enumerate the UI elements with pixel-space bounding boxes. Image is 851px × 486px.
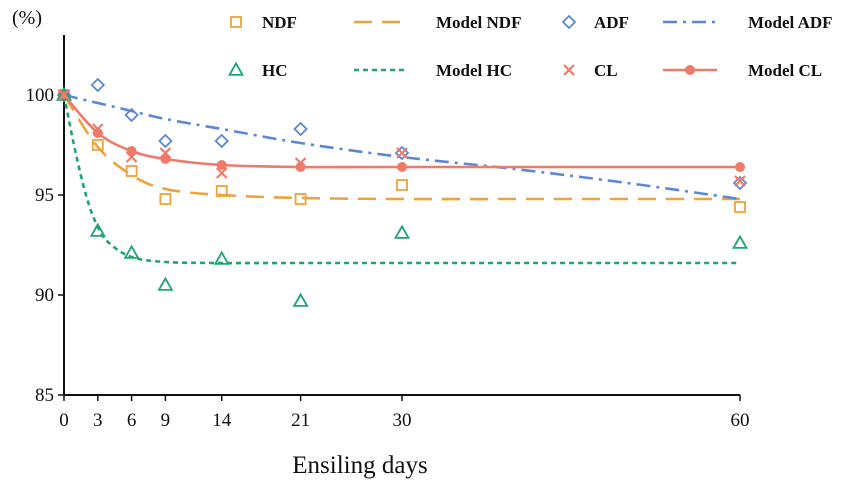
y-tick-label: 85 [35,385,54,406]
cl-point [125,151,138,163]
legend-adf-label: ADF [594,13,629,32]
x-tick-label: 9 [161,410,171,431]
model-cl-point [216,160,227,170]
adf-point [293,121,308,137]
data-points [55,77,749,307]
model-cl-point [397,162,407,172]
legend-adf-symbol [561,14,577,30]
legend-cl-label: CL [594,61,618,80]
hc-point [55,86,73,101]
hc-point [393,224,411,239]
axes [63,35,740,396]
hc-point [731,234,749,249]
model-cl-point [735,162,745,172]
legend-ndf-symbol [230,16,242,28]
hc-point [89,222,106,237]
x-tick-label: 60 [731,410,750,431]
x-tick-label: 6 [127,410,137,431]
ndf-point [294,193,307,205]
cl-point [58,89,70,101]
hc-point [213,250,230,265]
cl-point [734,175,746,187]
adf-point [124,107,139,123]
adf-point [732,175,748,191]
legend-ndf-label: NDF [262,13,297,32]
ndf-point [734,201,746,213]
model-ndf-line [62,94,740,201]
model-hc-line [62,94,740,265]
cl-point [92,123,104,135]
adf-point [394,145,410,161]
model-adf-line [63,93,741,201]
adf-point [90,77,106,93]
x-tick-label: 30 [393,410,412,431]
y-tick-label: 100 [26,85,55,106]
legend-hc-label: HC [262,61,288,80]
legend-model-cl-label: Model CL [748,61,822,80]
ndf-point [125,165,138,177]
ndf-point [91,139,104,151]
cl-point [294,157,307,169]
legend-model-cl-symbol [685,65,695,75]
cl-point [159,147,172,159]
x-axis-title: Ensiling days [292,452,427,479]
ticks: 85 90 95 100 0 3 6 9 14 21 30 60 [26,85,750,431]
model-cl-line [63,94,740,169]
y-tick-label: 90 [35,285,54,306]
legend-model-hc-label: Model HC [436,61,512,80]
adf-point [56,87,72,103]
legend-cl-symbol [563,64,575,76]
hc-point [292,292,309,307]
x-tick-label: 14 [212,410,232,431]
y-tick-label: 95 [35,185,54,206]
legend: NDF Model NDF ADF Model ADF HC Model HC CL Mode… [227,13,833,80]
ndf-point [396,179,408,191]
ndf-point [159,193,172,205]
hc-point [123,244,140,259]
adf-point [158,133,173,149]
cl-point [215,167,228,179]
legend-model-adf-label: Model ADF [748,13,833,32]
ndf-point [215,185,228,197]
x-tick-label: 0 [59,410,69,431]
x-tick-label: 21 [291,410,310,431]
adf-point [214,133,230,149]
model-lines [62,93,741,265]
x-tick-label: 3 [93,410,103,431]
y-unit-label: (%) [12,7,42,29]
legend-model-ndf-label: Model NDF [436,13,521,32]
hc-point [157,276,174,291]
legend-hc-symbol [227,61,245,76]
cl-point [396,147,408,159]
